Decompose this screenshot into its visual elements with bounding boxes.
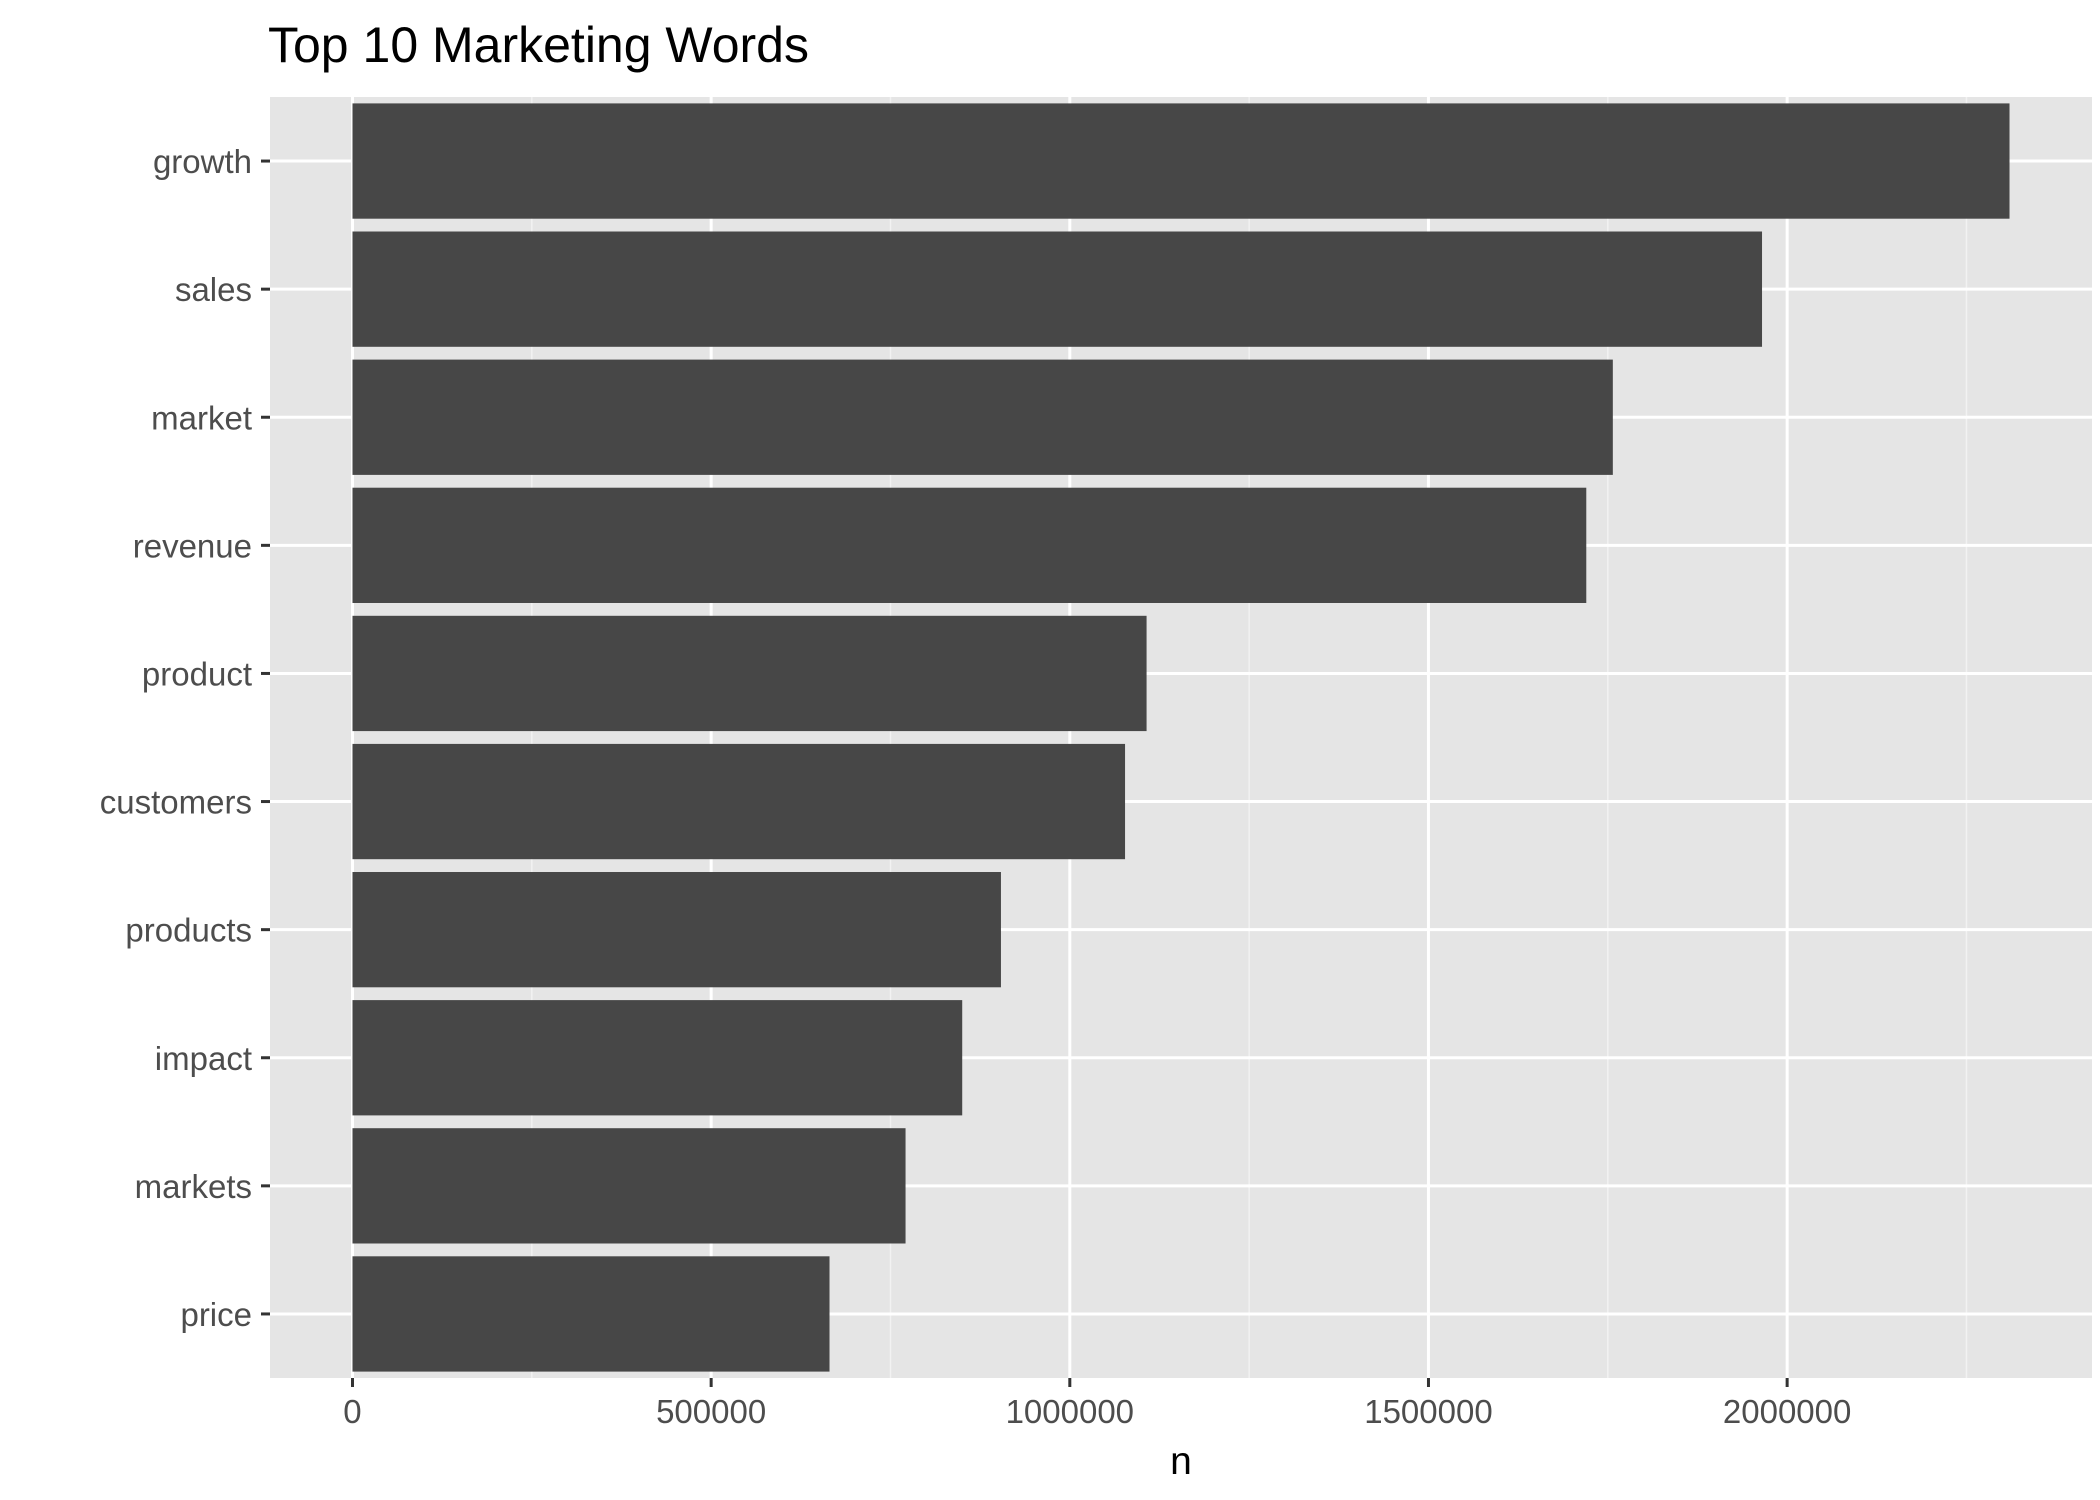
x-tick-label: 1500000 bbox=[1364, 1393, 1492, 1430]
bar-products bbox=[352, 872, 1001, 988]
y-tick-label: revenue bbox=[133, 527, 252, 564]
y-axis: growth sales market revenue product customers… bbox=[100, 143, 270, 1333]
y-tick-label: growth bbox=[153, 143, 252, 180]
y-tick-label: customers bbox=[100, 784, 252, 821]
y-tick-label: impact bbox=[155, 1040, 252, 1077]
x-tick-label: 500000 bbox=[656, 1393, 766, 1430]
bar-market bbox=[352, 359, 1613, 475]
x-tick-label: 2000000 bbox=[1723, 1393, 1851, 1430]
x-tick-label: 1000000 bbox=[1006, 1393, 1134, 1430]
bar-price bbox=[352, 1256, 830, 1372]
bar-revenue bbox=[352, 487, 1587, 603]
bar-product bbox=[352, 615, 1147, 732]
y-tick-label: products bbox=[125, 912, 252, 949]
bar-customers bbox=[352, 743, 1126, 860]
y-tick-label: product bbox=[142, 655, 252, 692]
y-tick-label: sales bbox=[175, 271, 252, 308]
x-tick-label: 0 bbox=[343, 1393, 361, 1430]
x-axis: 0 500000 1000000 1500000 2000000 bbox=[343, 1378, 1851, 1430]
bar-markets bbox=[352, 1128, 906, 1244]
x-axis-title: n bbox=[1170, 1440, 1192, 1483]
y-tick-label: price bbox=[180, 1296, 252, 1333]
chart-title: Top 10 Marketing Words bbox=[268, 17, 809, 73]
bar-growth bbox=[352, 103, 2010, 219]
y-tick-label: markets bbox=[135, 1168, 252, 1205]
y-tick-label: market bbox=[151, 399, 252, 436]
bar-impact bbox=[352, 1000, 963, 1116]
bar-sales bbox=[352, 231, 1763, 347]
bars bbox=[352, 103, 2010, 1372]
